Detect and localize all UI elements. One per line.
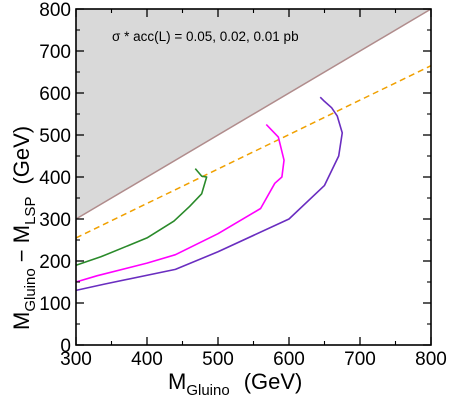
y-ticks: 0 100 200 300 400 500 600 700 800: [39, 0, 431, 357]
x-tick-label: 800: [415, 349, 447, 370]
diagonal-boundary-line: [75, 8, 432, 220]
series-line-3: [75, 96, 344, 292]
plot-area: [75, 8, 432, 220]
y-tick-label: 600: [39, 84, 71, 105]
x-tick-label: 400: [131, 349, 163, 370]
series-line-2: [75, 123, 285, 283]
y-tick-label: 800: [39, 0, 71, 21]
y-tick-label: 700: [39, 42, 71, 63]
reference-dashed-line: [75, 65, 432, 239]
y-tick-label: 300: [39, 210, 71, 231]
y-tick-label: 100: [39, 294, 71, 315]
x-tick-label: 500: [202, 349, 234, 370]
x-tick-label: 600: [273, 349, 305, 370]
y-tick-label: 200: [39, 252, 71, 273]
series-line-1: [75, 168, 208, 266]
chart-annotation: σ * acc(L) = 0.05, 0.02, 0.01 pb: [112, 29, 299, 44]
y-tick-label: 500: [39, 126, 71, 147]
y-tick-label: 400: [39, 168, 71, 189]
x-tick-label: 300: [60, 349, 92, 370]
y-axis-title: MGluino − MLSP(GeV): [9, 126, 39, 330]
x-axis-title: MGluino (GeV): [168, 369, 302, 399]
x-ticks: 300 400 500 600 700 800: [60, 9, 447, 370]
y-tick-label: 0: [60, 336, 71, 357]
x-tick-label: 700: [344, 349, 376, 370]
